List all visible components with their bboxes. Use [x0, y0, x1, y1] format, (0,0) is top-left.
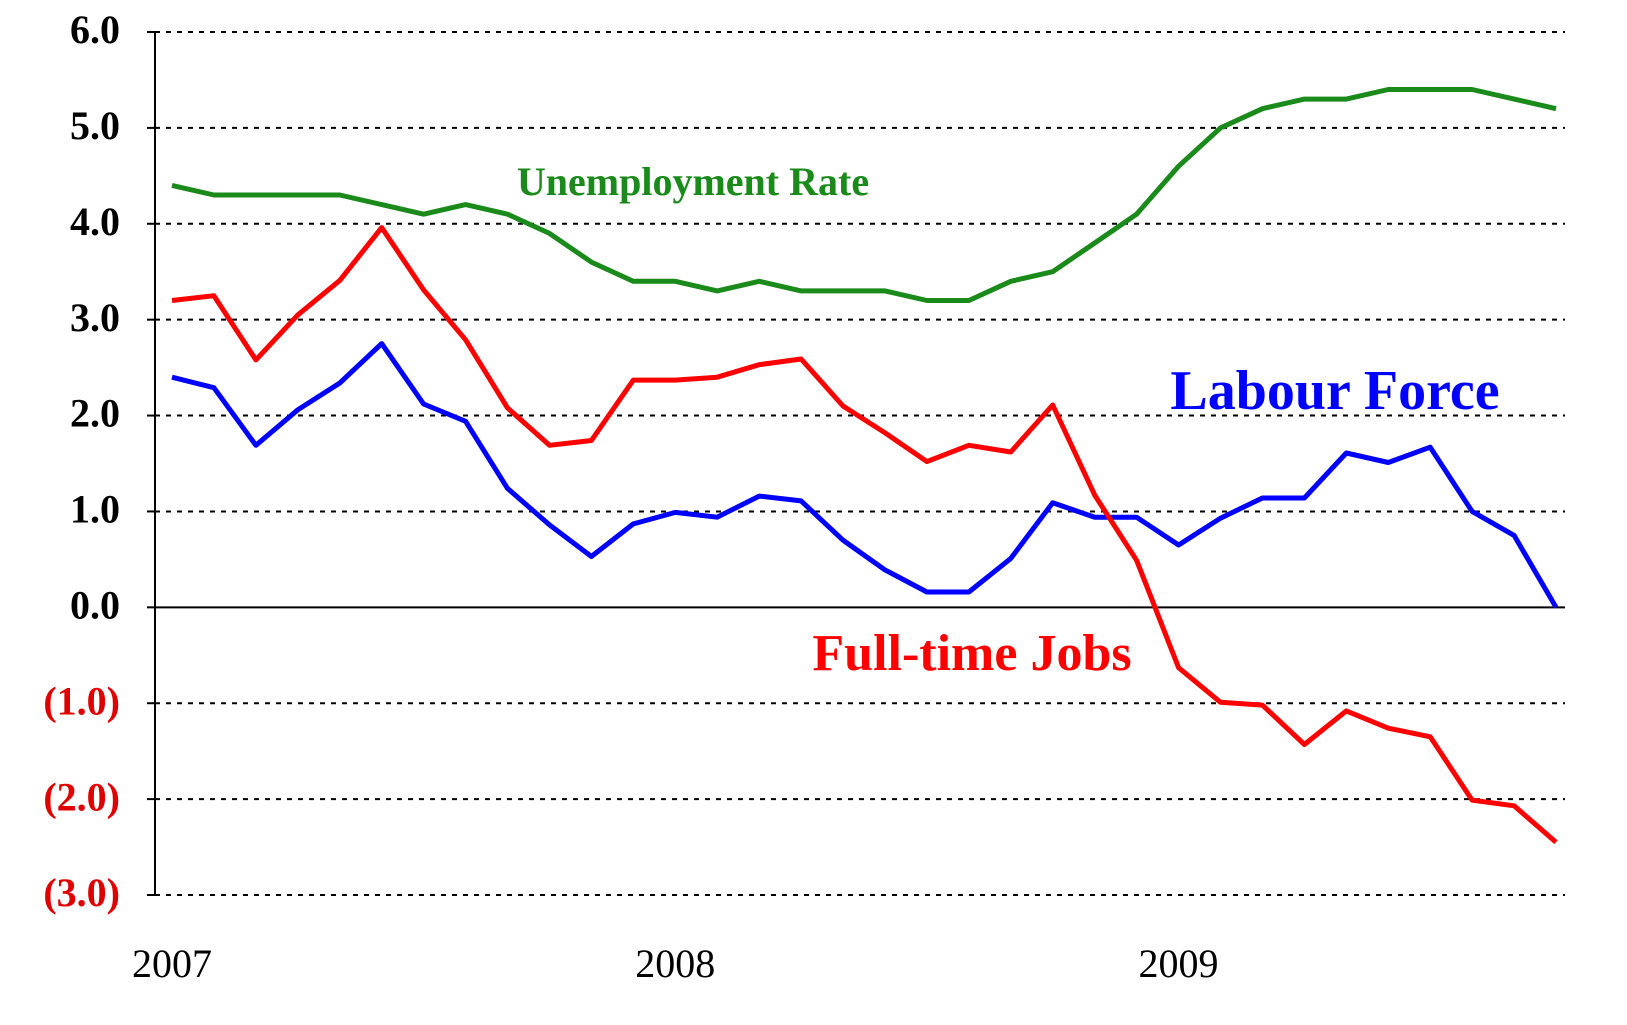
y-tick-label: 3.0: [70, 295, 120, 340]
x-tick-label: 2007: [132, 941, 212, 986]
series-line: [171, 341, 1559, 609]
series-line: [171, 225, 1558, 845]
x-tick-label: 2008: [635, 941, 715, 986]
y-tick-label: 4.0: [70, 199, 120, 244]
y-tick-label: 5.0: [70, 103, 120, 148]
y-tick-label: 1.0: [70, 487, 120, 532]
y-tick-label: 2.0: [70, 391, 120, 436]
y-tick-label: 0.0: [70, 583, 120, 628]
series-line: [171, 87, 1557, 303]
series-label: Full-time Jobs: [812, 625, 1131, 682]
y-tick-label: 6.0: [70, 7, 120, 52]
y-tick-label: (3.0): [43, 870, 120, 915]
x-tick-label: 2009: [1139, 941, 1219, 986]
series-label: Labour Force: [1170, 360, 1499, 422]
y-tick-label: (1.0): [43, 678, 120, 723]
y-tick-label: (2.0): [43, 774, 120, 819]
series-label: Unemployment Rate: [517, 159, 869, 204]
